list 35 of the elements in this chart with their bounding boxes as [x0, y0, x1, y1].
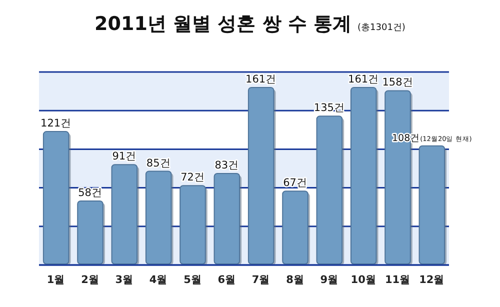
bar: [42, 131, 70, 264]
x-tick-label: 11월: [384, 274, 411, 286]
x-tick-label: 8월: [286, 274, 304, 286]
bar: [418, 145, 446, 264]
bar: [214, 172, 240, 264]
chart-title: 2011년 월별 성혼 쌍 수 통계: [94, 13, 352, 35]
bar: [316, 116, 343, 264]
data-label: 58건: [78, 187, 102, 200]
x-tick-label: 2월: [81, 274, 100, 286]
x-tick-label: 7월: [252, 274, 270, 286]
x-tick-label: 5월: [184, 274, 202, 286]
bar: [282, 190, 308, 264]
data-label: 161건: [246, 73, 277, 86]
bar: [77, 200, 104, 264]
chart-subtitle: (총1301건): [358, 23, 406, 33]
x-tick-label: 12월: [419, 274, 445, 286]
x-tick-label: 9월: [320, 274, 339, 286]
data-label: 158건: [382, 76, 414, 89]
bar: [350, 86, 377, 264]
data-label: 91건: [112, 150, 137, 163]
bar: [180, 185, 206, 264]
x-tick-label: 6월: [218, 274, 236, 286]
data-label: 85건: [146, 157, 171, 170]
bar: [111, 164, 138, 264]
x-tick-label: 10월: [350, 274, 376, 286]
x-tick-label: 1월: [46, 274, 66, 286]
data-label: 161건: [348, 73, 380, 86]
data-label: 67건: [283, 177, 308, 190]
data-label: 72건: [180, 172, 205, 184]
x-tick-label: 4월: [149, 274, 168, 286]
bar: [145, 170, 172, 264]
data-label: 121건: [40, 118, 72, 130]
bar: [248, 86, 274, 264]
x-tick-label: 3월: [115, 274, 134, 286]
data-label: 83건: [214, 159, 240, 172]
